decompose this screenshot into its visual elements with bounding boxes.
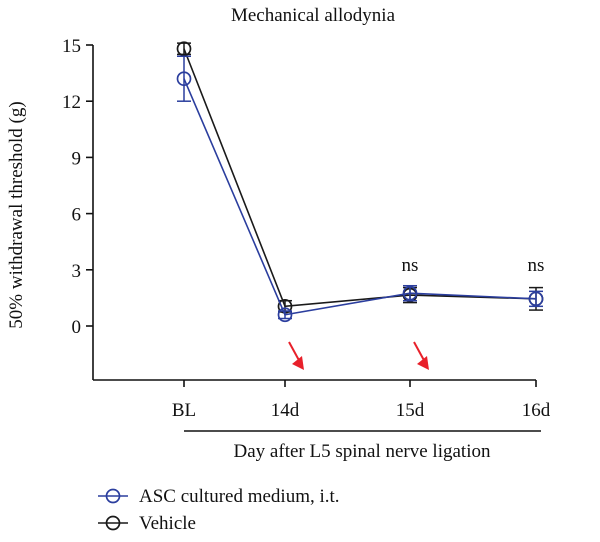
- data-point: [277, 307, 293, 323]
- legend-item: ASC cultured medium, i.t.: [98, 486, 340, 507]
- data-point: [402, 285, 418, 301]
- legend-label: Vehicle: [139, 513, 196, 534]
- ns-annotation: ns: [402, 255, 419, 276]
- series-vehicle: [176, 41, 544, 314]
- y-tick-label: 6: [72, 205, 82, 226]
- x-tick-label: BL: [172, 400, 196, 421]
- data-point: [176, 41, 192, 57]
- red-arrow-head: [417, 356, 429, 370]
- ns-annotation: ns: [528, 255, 545, 276]
- x-tick-label: 15d: [396, 400, 425, 421]
- x-axis-label: Day after L5 spinal nerve ligation: [234, 441, 491, 462]
- y-tick-label: 0: [72, 317, 82, 338]
- data-point: [176, 71, 192, 87]
- series-line: [183, 78, 537, 316]
- x-tick-label: 14d: [271, 400, 300, 421]
- legend-marker: [105, 515, 121, 531]
- red-arrow-head: [292, 356, 304, 370]
- y-tick-label: 3: [72, 261, 82, 282]
- y-tick-label: 15: [62, 36, 81, 57]
- series-asc: [176, 55, 544, 323]
- legend-item: Vehicle: [98, 513, 196, 534]
- series-line: [183, 48, 537, 308]
- legend-label: ASC cultured medium, i.t.: [139, 486, 340, 507]
- x-tick-label: 16d: [522, 400, 551, 421]
- legend-marker: [105, 488, 121, 504]
- red-arrow: [413, 341, 429, 370]
- chart-title: Mechanical allodynia: [231, 5, 396, 26]
- y-tick-label: 9: [72, 148, 82, 169]
- y-tick-label: 12: [62, 92, 81, 113]
- y-axis-label: 50% withdrawal threshold (g): [6, 101, 27, 328]
- data-point: [528, 291, 544, 307]
- red-arrow: [288, 341, 304, 370]
